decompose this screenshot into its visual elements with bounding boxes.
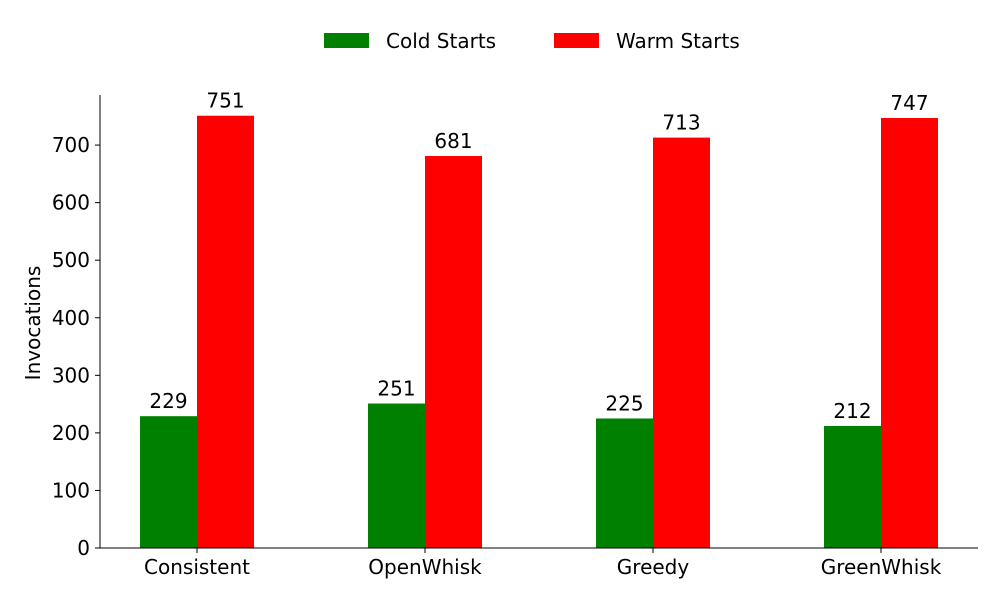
- bars-group: [140, 115, 938, 548]
- y-tick-label: 300: [52, 363, 90, 387]
- y-tick-label: 400: [52, 306, 90, 330]
- legend: Cold Starts Warm Starts: [324, 29, 740, 53]
- y-tick-label: 0: [77, 536, 90, 560]
- data-label: 747: [890, 91, 928, 115]
- data-label: 681: [434, 129, 472, 153]
- x-tick-label: GreenWhisk: [821, 555, 942, 579]
- y-tick-label: 700: [52, 133, 90, 157]
- bar-warm-starts-consistent: [197, 115, 254, 548]
- y-tick-label: 500: [52, 248, 90, 272]
- bar-warm-starts-greenwhisk: [881, 118, 938, 548]
- legend-label: Warm Starts: [616, 29, 740, 53]
- x-tick-label: Greedy: [617, 555, 690, 579]
- data-label: 212: [833, 399, 871, 423]
- x-tick-label: Consistent: [144, 555, 250, 579]
- y-tick-label: 200: [52, 421, 90, 445]
- bar-warm-starts-openwhisk: [425, 156, 482, 548]
- data-label: 229: [149, 389, 187, 413]
- data-label: 251: [377, 377, 415, 401]
- bar-cold-starts-openwhisk: [368, 403, 425, 548]
- y-tick-label: 600: [52, 191, 90, 215]
- data-label: 751: [206, 89, 244, 113]
- legend-label: Cold Starts: [386, 29, 496, 53]
- data-labels-group: 229 251 225 212 751 681 713 747: [149, 89, 928, 423]
- x-tick-label: OpenWhisk: [368, 555, 482, 579]
- bar-cold-starts-consistent: [140, 416, 197, 548]
- data-label: 225: [605, 391, 643, 415]
- axes-group: 0 100 200 300 400 500 600 700 Consistent OpenWhis…: [52, 95, 978, 579]
- data-label: 713: [662, 111, 700, 135]
- y-axis-title: Invocations: [21, 266, 45, 381]
- legend-swatch: [554, 33, 599, 48]
- bar-cold-starts-greedy: [596, 418, 653, 548]
- y-tick-label: 100: [52, 478, 90, 502]
- bar-warm-starts-greedy: [653, 137, 710, 548]
- legend-swatch: [324, 33, 369, 48]
- bar-cold-starts-greenwhisk: [824, 425, 881, 548]
